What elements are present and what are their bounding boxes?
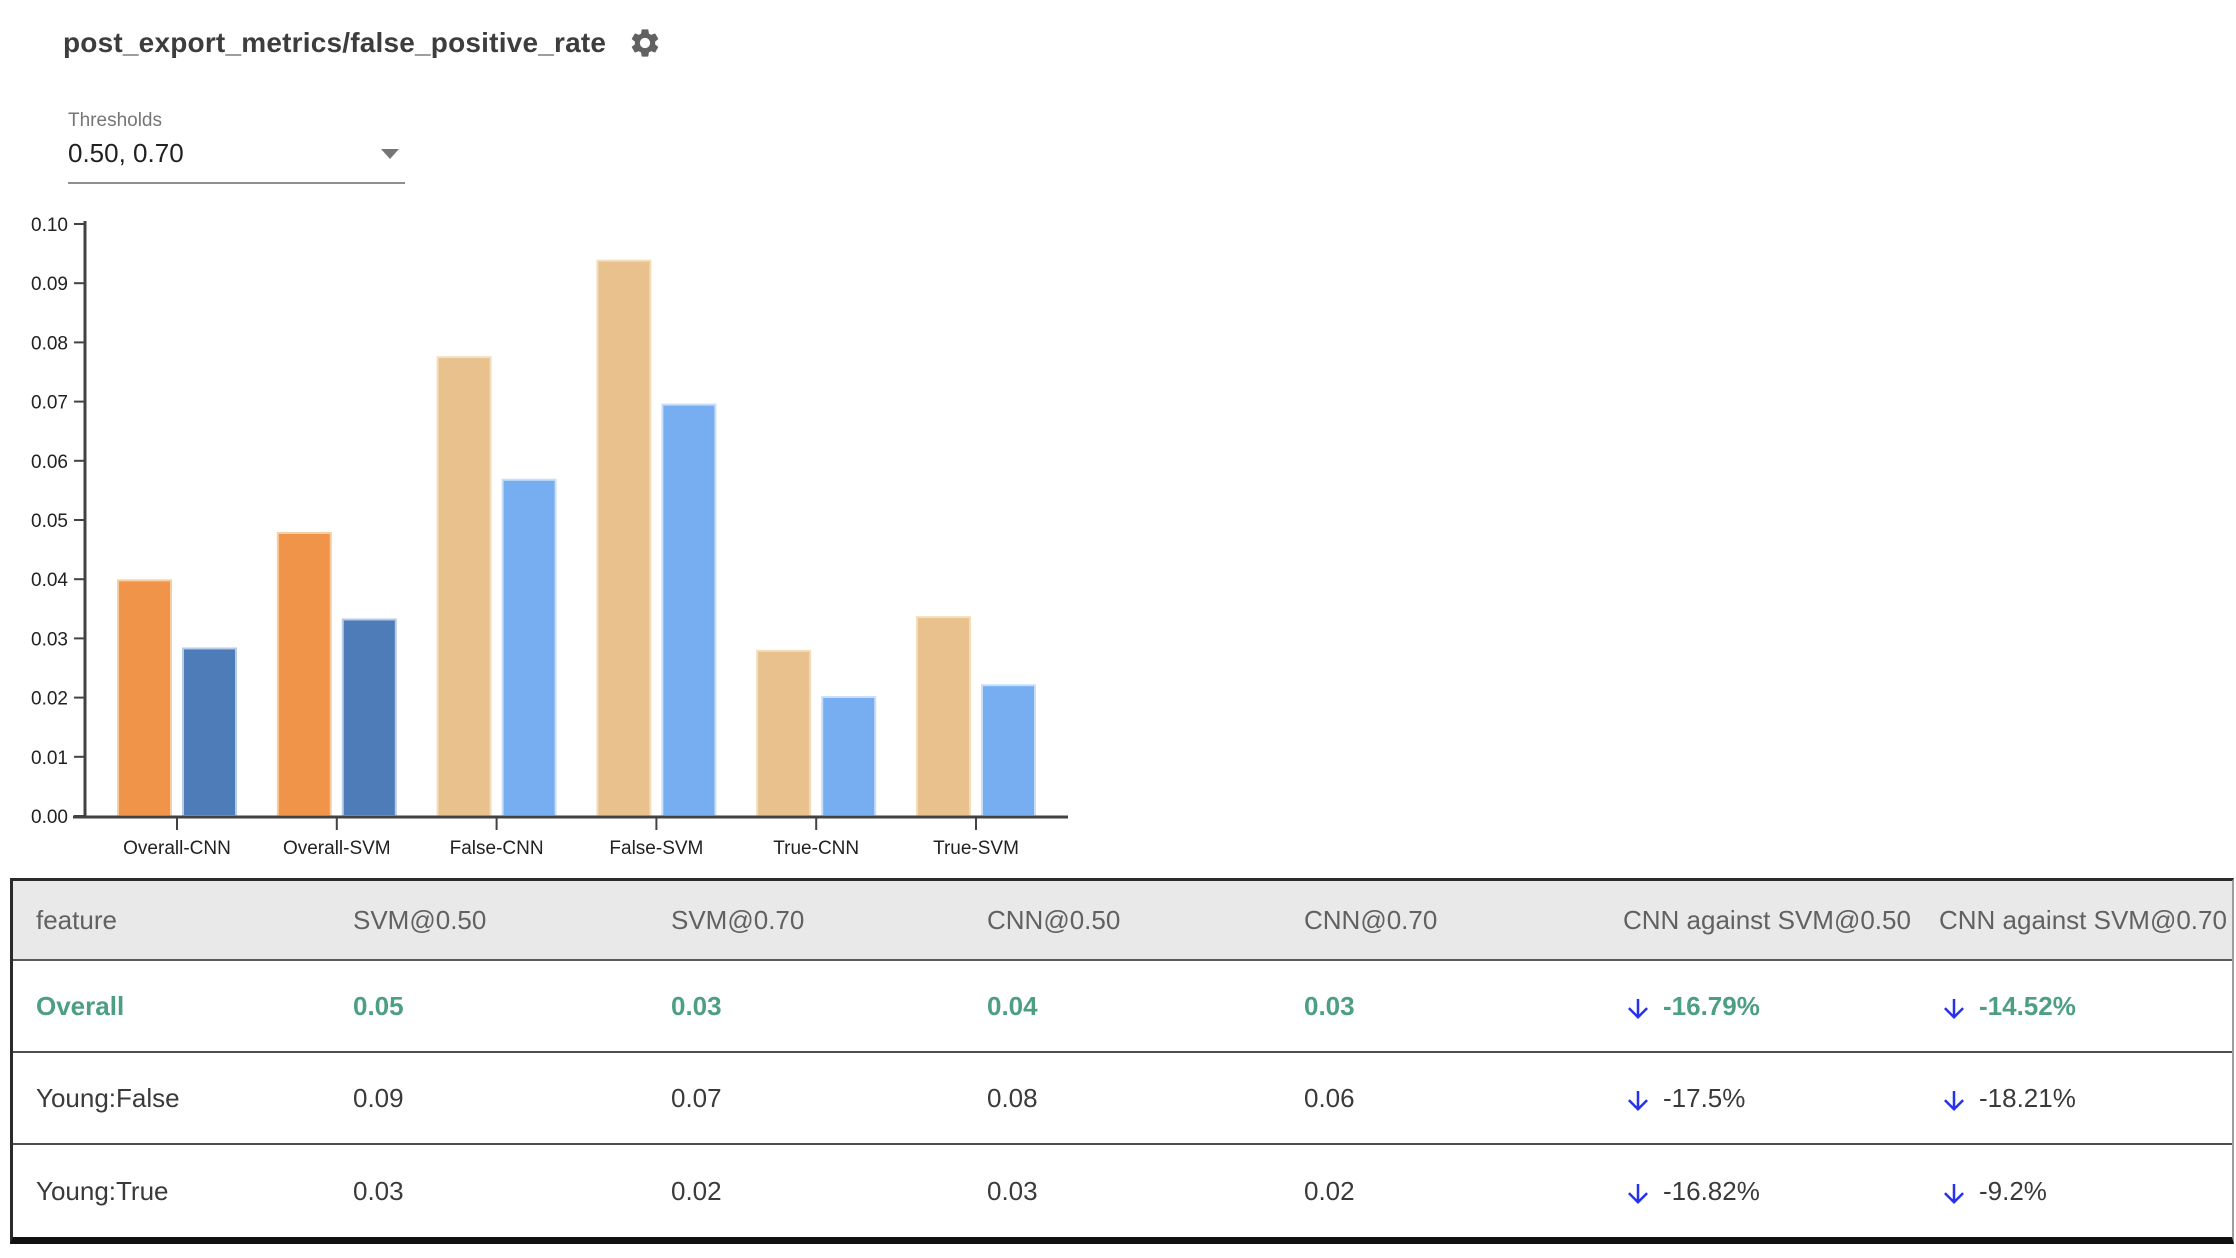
y-tick-label: 0.04 [31, 570, 68, 591]
thresholds-select[interactable]: 0.50, 0.70 [68, 136, 405, 184]
table-row-overall: Overall 0.05 0.03 0.04 0.03 -16.79% -14.… [13, 961, 2232, 1053]
thresholds-value: 0.50, 0.70 [68, 138, 184, 168]
y-tick-label: 0.06 [31, 452, 68, 473]
feature-name: Young:False [36, 1082, 180, 1113]
metric-value: 0.02 [671, 1175, 722, 1206]
col-header-svm070: SVM@0.70 [671, 904, 805, 935]
panel-header: post_export_metrics/false_positive_rate [63, 26, 662, 60]
y-tick-label: 0.08 [31, 333, 68, 354]
change-value: -16.82% [1663, 1175, 1760, 1206]
metric-value: 0.09 [353, 1082, 404, 1113]
change-value: -18.21% [1979, 1082, 2076, 1113]
arrow-downward-icon [1944, 1184, 1964, 1204]
col-header-svm050: SVM@0.50 [353, 904, 487, 935]
arrow-downward-icon [1628, 1184, 1648, 1204]
x-axis-label: True-SVM [933, 838, 1019, 859]
metric-value: 0.08 [987, 1082, 1038, 1113]
metric-value: 0.05 [353, 990, 404, 1021]
y-tick-label: 0.07 [31, 393, 68, 414]
feature-name: Overall [36, 990, 125, 1021]
table-row-young-true: Young:True 0.03 0.02 0.03 0.02 -16.82% -… [13, 1145, 2232, 1237]
col-header-cnn-vs-svm070: CNN against SVM@0.70 [1939, 904, 2227, 935]
y-tick-label: 0.09 [31, 274, 68, 295]
y-tick-label: 0.01 [31, 748, 68, 769]
x-axis-label: Overall-CNN [123, 838, 231, 859]
y-tick-label: 0.05 [31, 511, 68, 532]
bar-True-CNN-threshold0.70 [821, 696, 877, 817]
settings-gear-icon[interactable] [628, 26, 662, 60]
bar-False-SVM-threshold0.50 [596, 259, 652, 818]
change-cell: -16.79% [1623, 990, 1939, 1022]
feature-name: Young:True [36, 1175, 169, 1206]
caret-down-icon [381, 149, 399, 159]
bar-True-SVM-threshold0.70 [981, 684, 1036, 817]
metric-value: 0.04 [987, 990, 1038, 1021]
change-cell: -18.21% [1939, 1082, 2232, 1114]
table-row-young-false: Young:False 0.09 0.07 0.08 0.06 -17.5% -… [13, 1053, 2232, 1145]
y-tick-label: 0.00 [31, 807, 68, 828]
y-tick-label: 0.03 [31, 629, 68, 650]
table-header-row: feature SVM@0.50 SVM@0.70 CNN@0.50 CNN@0… [13, 881, 2232, 961]
bar-False-CNN-threshold0.70 [501, 478, 557, 817]
col-header-cnn050: CNN@0.50 [987, 904, 1121, 935]
change-cell: -9.2% [1939, 1175, 2232, 1207]
x-axis-label: False-SVM [609, 838, 703, 859]
bar-Overall-SVM-threshold0.50 [276, 532, 332, 817]
change-value: -17.5% [1663, 1082, 1746, 1113]
metric-value: 0.03 [353, 1175, 404, 1206]
x-axis-label: Overall-SVM [283, 838, 391, 859]
x-axis-label: False-CNN [450, 838, 544, 859]
y-tick-label: 0.10 [31, 215, 68, 236]
arrow-downward-icon [1944, 1091, 1964, 1111]
change-cell: -14.52% [1939, 990, 2232, 1022]
change-value: -9.2% [1979, 1175, 2047, 1206]
thresholds-label: Thresholds [68, 110, 162, 131]
metric-value: 0.03 [987, 1175, 1038, 1206]
bar-False-SVM-threshold0.70 [661, 403, 717, 817]
y-tick-label: 0.02 [31, 689, 68, 710]
metric-value: 0.03 [1304, 990, 1355, 1021]
bar-Overall-CNN-threshold0.70 [182, 647, 237, 817]
thresholds-dropdown[interactable]: Thresholds 0.50, 0.70 [68, 108, 405, 184]
grouped-bar-chart: 0.00 0.01 0.02 0.03 0.04 0.05 0.06 0.07 0.08 0.09… [0, 195, 1100, 867]
arrow-downward-icon [1628, 1091, 1648, 1111]
arrow-downward-icon [1944, 999, 1964, 1019]
metric-value: 0.07 [671, 1082, 722, 1113]
change-value: -16.79% [1663, 990, 1760, 1021]
col-header-feature: feature [36, 904, 117, 935]
metric-value: 0.02 [1304, 1175, 1355, 1206]
bar-True-CNN-threshold0.50 [756, 649, 812, 817]
change-value: -14.52% [1979, 990, 2076, 1021]
col-header-cnn-vs-svm050: CNN against SVM@0.50 [1623, 904, 1911, 935]
col-header-cnn070: CNN@0.70 [1304, 904, 1438, 935]
metric-value: 0.03 [671, 990, 722, 1021]
page-title: post_export_metrics/false_positive_rate [63, 27, 607, 58]
bar-Overall-CNN-threshold0.50 [117, 579, 172, 817]
bar-False-CNN-threshold0.50 [436, 356, 492, 817]
change-cell: -16.82% [1623, 1175, 1939, 1207]
bar-True-SVM-threshold0.50 [916, 616, 971, 818]
change-cell: -17.5% [1623, 1082, 1939, 1114]
metrics-table: feature SVM@0.50 SVM@0.70 CNN@0.50 CNN@0… [10, 878, 2234, 1244]
x-axis-label: True-CNN [773, 838, 859, 859]
arrow-downward-icon [1628, 999, 1648, 1019]
metric-value: 0.06 [1304, 1082, 1355, 1113]
bar-Overall-SVM-threshold0.70 [341, 618, 397, 817]
